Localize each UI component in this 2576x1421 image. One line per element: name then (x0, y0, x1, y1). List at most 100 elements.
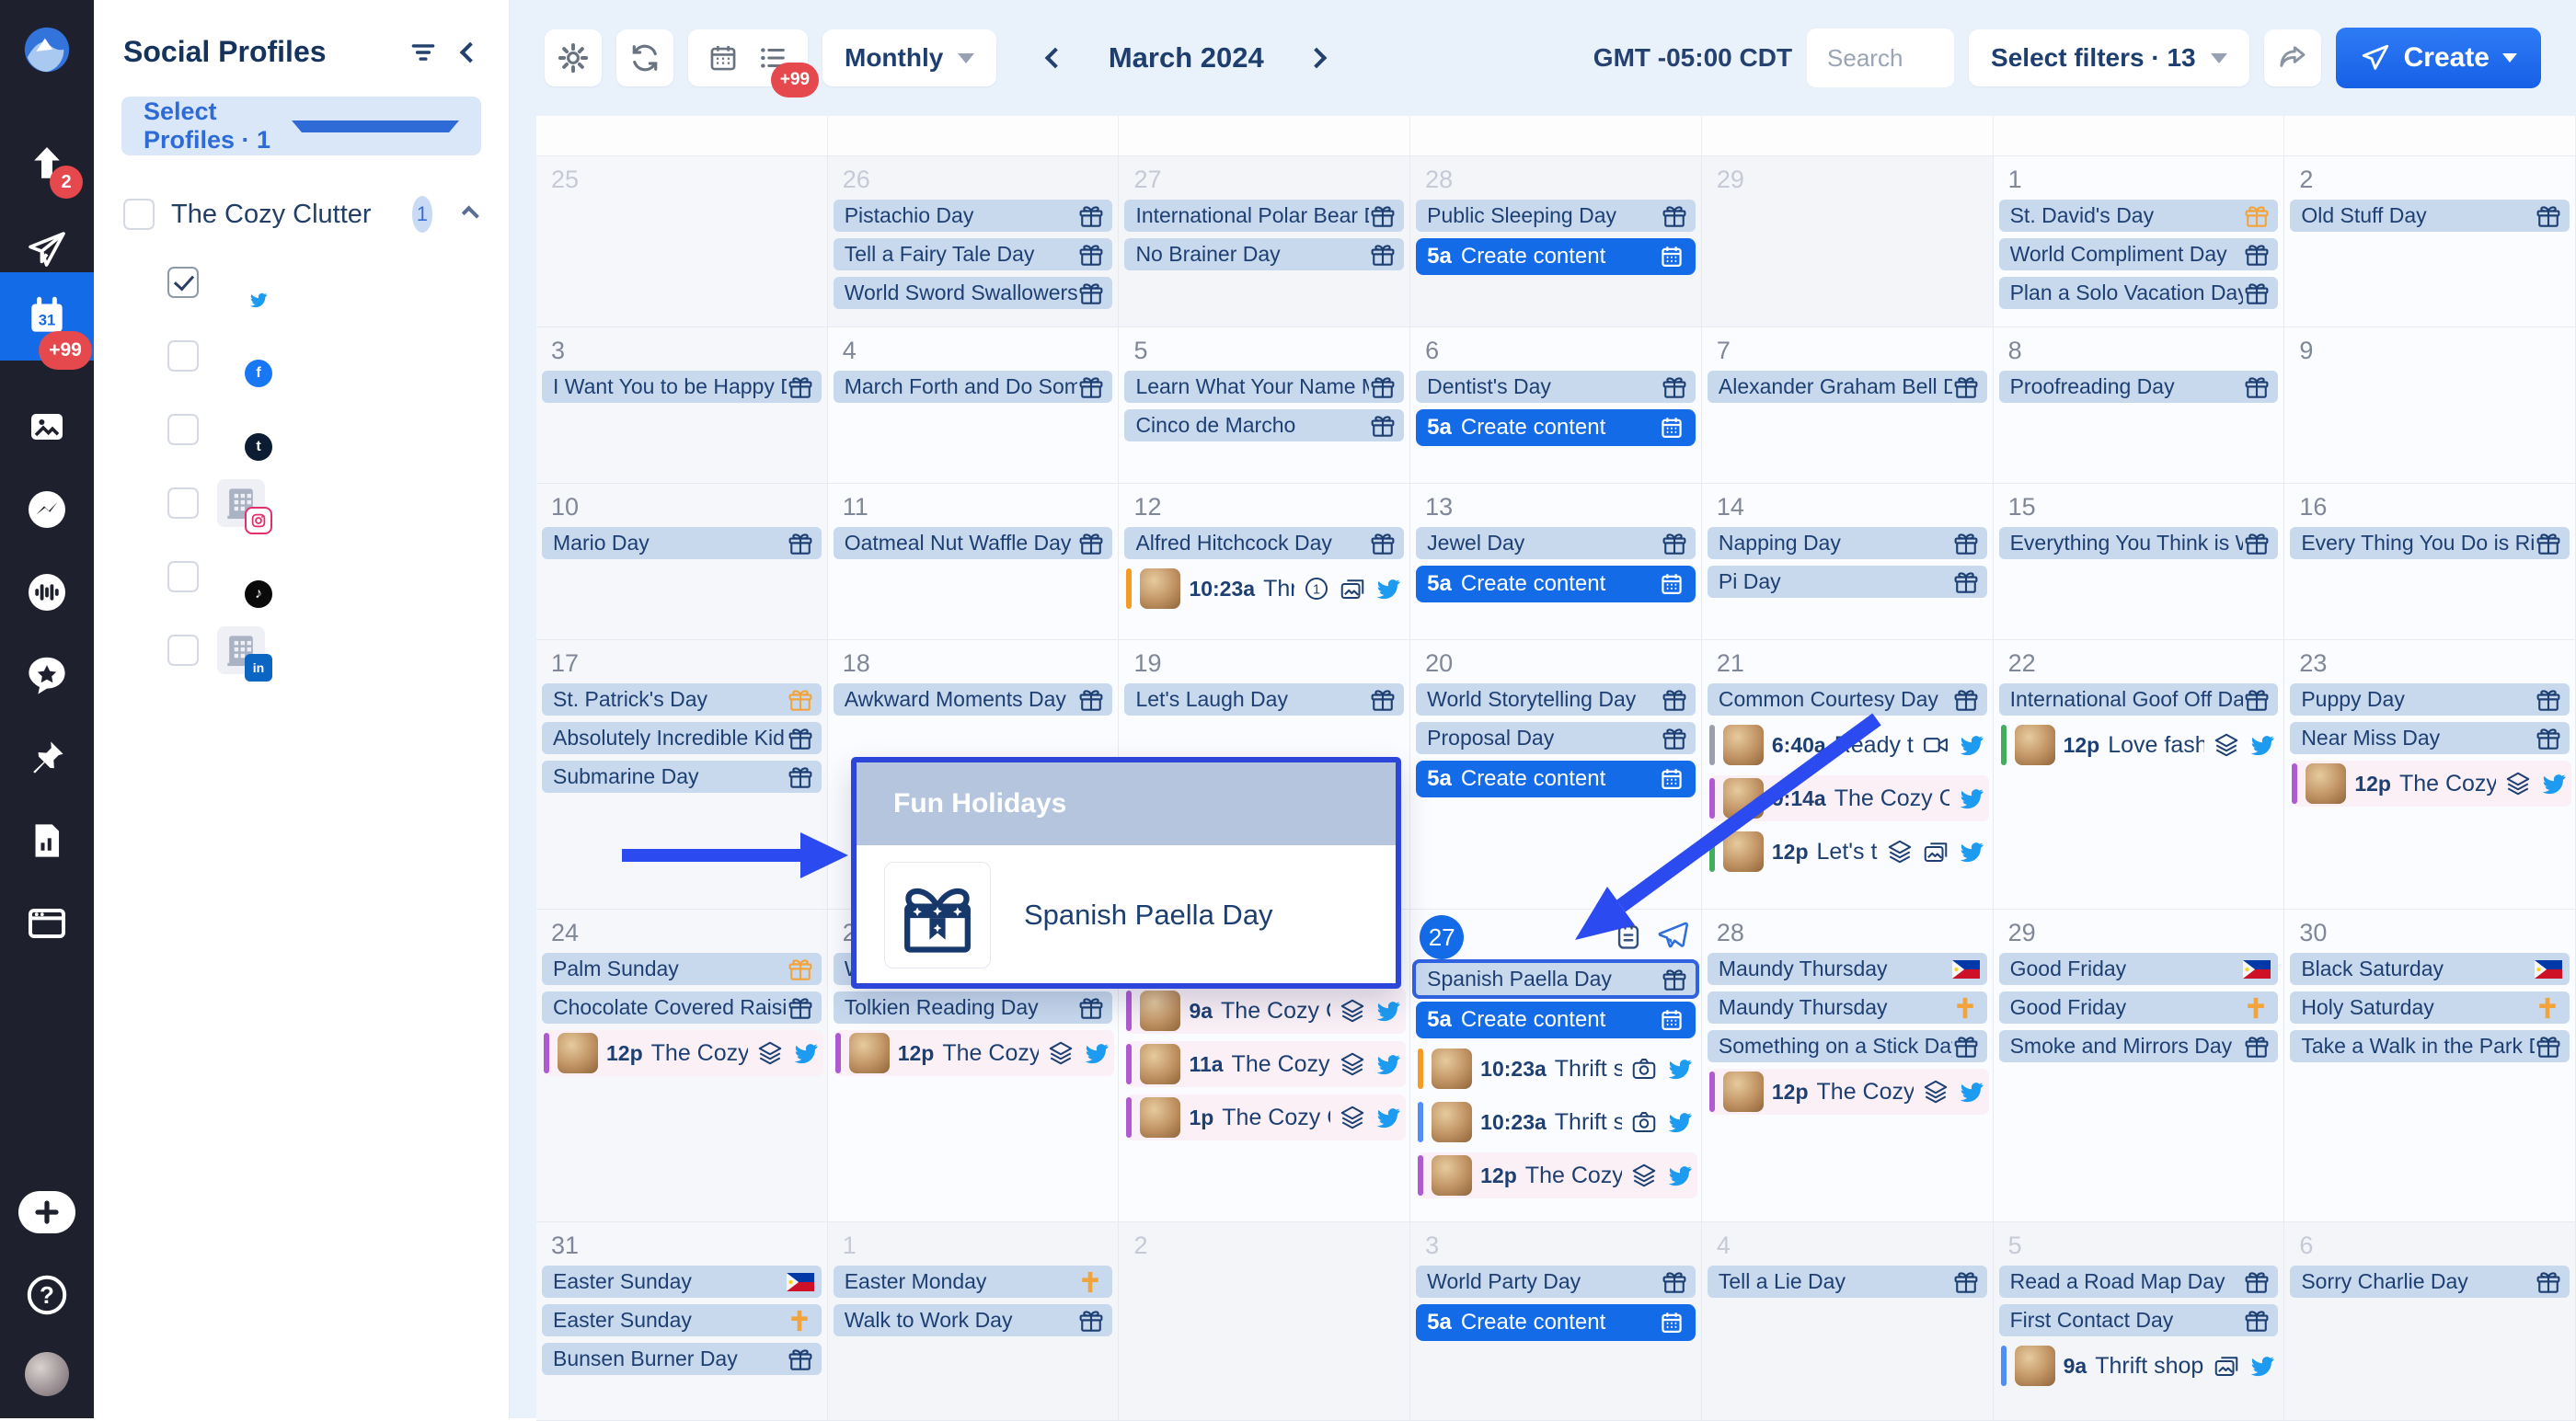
day-cell-2[interactable]: 2 Old Stuff Day (2284, 156, 2576, 327)
day-cell-20[interactable]: 20 World Storytelling Day Proposal Day 5a Cr… (1410, 640, 1702, 910)
add-button[interactable] (0, 1179, 94, 1245)
create-content-event[interactable]: 5a Create content (1416, 238, 1696, 275)
holiday-event[interactable]: Puppy Day (2290, 683, 2570, 716)
holiday-event[interactable]: Everything You Think is Wron… (1998, 527, 2279, 559)
app-logo[interactable] (0, 17, 94, 83)
day-cell-3[interactable]: 3 World Party Day 5a Create content (1410, 1222, 1702, 1421)
day-cell-11[interactable]: 11 Oatmeal Nut Waffle Day (827, 484, 1120, 640)
sidebar-profile-facebook[interactable]: f (94, 319, 509, 393)
day-cell-29[interactable]: 29 (1701, 156, 1994, 327)
holiday-event[interactable]: Let's Laugh Day (1124, 683, 1405, 716)
search-input[interactable] (1807, 29, 1955, 87)
day-cell-27[interactable]: 27 International Polar Bear Day No Brainer… (1119, 156, 1411, 327)
day-cell-24[interactable]: 24 Palm Sunday Chocolate Covered Raisins D… (536, 910, 828, 1222)
nav-browser-button[interactable] (0, 890, 94, 957)
nav-reports-button[interactable] (0, 808, 94, 874)
nav-reviews-button[interactable] (0, 642, 94, 708)
create-content-event[interactable]: 5a Create content (1416, 409, 1696, 446)
profile-checkbox[interactable] (167, 267, 199, 298)
chevron-up-icon[interactable] (462, 205, 480, 223)
holiday-event[interactable]: Smoke and Mirrors Day (1998, 1030, 2279, 1062)
help-button[interactable]: ? (0, 1262, 94, 1328)
holiday-event[interactable]: Tolkien Reading Day (833, 991, 1113, 1024)
nav-publish-button[interactable] (0, 217, 94, 283)
day-cell-31[interactable]: 31 Easter Sunday Easter Sunday Bunsen Burne… (536, 1222, 828, 1421)
sidebar-profile-tumblr[interactable]: t (94, 393, 509, 466)
holiday-event[interactable]: Pi Day (1707, 566, 1987, 598)
send-icon[interactable] (1657, 921, 1688, 957)
day-cell-4[interactable]: 4 Tell a Lie Day (1701, 1222, 1994, 1421)
profile-checkbox[interactable] (167, 340, 199, 372)
day-cell-27[interactable]: 27 Spanish Paella Day 5a Create content 10:2… (1410, 910, 1702, 1222)
day-cell-10[interactable]: 10 Mario Day (536, 484, 828, 640)
calendar-view-icon[interactable] (707, 42, 739, 74)
day-cell-3[interactable]: 3 I Want You to be Happy Day (536, 327, 828, 484)
refresh-button[interactable] (616, 29, 673, 86)
nav-calendar-button[interactable]: 31 +99 (0, 272, 94, 370)
holiday-event[interactable]: Read a Road Map Day (1998, 1266, 2279, 1298)
day-cell-14[interactable]: 14 Napping Day Pi Day (1701, 484, 1994, 640)
day-cell-9[interactable]: 9 (2284, 327, 2576, 484)
day-cell-30[interactable]: 30 Black Saturday Holy Saturday Take a Walk… (2284, 910, 2576, 1222)
holiday-event[interactable]: International Goof Off Day (1998, 683, 2279, 716)
holiday-event[interactable]: Mario Day (542, 527, 822, 559)
holiday-event[interactable]: Something on a Stick Day (1707, 1030, 1987, 1062)
holiday-event[interactable]: Every Thing You Do is Right D… (2290, 527, 2570, 559)
holiday-event[interactable]: Sorry Charlie Day (2290, 1266, 2570, 1298)
holiday-event[interactable]: First Contact Day (1998, 1304, 2279, 1336)
holiday-event[interactable]: Tell a Lie Day (1707, 1266, 1987, 1298)
day-cell-7[interactable]: 7 Alexander Graham Bell Day (1701, 327, 1994, 484)
holiday-event[interactable]: Learn What Your Name Mean… (1124, 371, 1405, 403)
nav-pins-button[interactable] (0, 725, 94, 791)
filters-dropdown[interactable]: Select filters · 13 (1969, 29, 2249, 86)
holiday-event[interactable]: Jewel Day (1416, 527, 1696, 559)
holiday-event[interactable]: Dentist's Day (1416, 371, 1696, 403)
day-cell-26[interactable]: 269aThe Cozy Clutt11aThe Cozy Clutt1pThe… (1119, 910, 1411, 1222)
holiday-event[interactable]: Plan a Solo Vacation Day (1998, 277, 2279, 309)
holiday-event[interactable]: Take a Walk in the Park Day (2290, 1030, 2570, 1062)
create-content-event[interactable]: 5a Create content (1416, 566, 1696, 602)
holiday-event[interactable]: Napping Day (1707, 527, 1987, 559)
holiday-event[interactable]: Easter Sunday (542, 1304, 822, 1336)
holiday-event[interactable]: Tell a Fairy Tale Day (833, 238, 1113, 270)
day-cell-17[interactable]: 17 St. Patrick's Day Absolutely Incredible… (536, 640, 828, 910)
day-cell-22[interactable]: 22 International Goof Off Day 12p Love fash… (1993, 640, 2285, 910)
day-cell-1[interactable]: 1 Easter Monday Walk to Work Day (827, 1222, 1120, 1421)
day-cell-28[interactable]: 28 Public Sleeping Day 5a Create content (1410, 156, 1702, 327)
sidebar-profile-linkedin[interactable]: in (94, 613, 509, 687)
nav-messages-button[interactable] (0, 476, 94, 543)
day-cell-28[interactable]: 28 Maundy Thursday Maundy Thursday Somethin… (1701, 910, 1994, 1222)
next-month-button[interactable] (1305, 47, 1328, 69)
holiday-event[interactable]: No Brainer Day (1124, 238, 1405, 270)
day-cell-5[interactable]: 5 Learn What Your Name Mean… Cinco de Marc… (1119, 327, 1411, 484)
nav-media-button[interactable] (0, 394, 94, 460)
create-content-event[interactable]: 5a Create content (1416, 1304, 1696, 1341)
day-cell-29[interactable]: 29 Good Friday Good Friday Smoke and Mirror… (1993, 910, 2285, 1222)
holiday-event[interactable]: Bunsen Burner Day (542, 1343, 822, 1375)
holiday-event[interactable]: Proofreading Day (1998, 371, 2279, 403)
day-cell-8[interactable]: 8 Proofreading Day (1993, 327, 2285, 484)
holiday-event[interactable]: Public Sleeping Day (1416, 200, 1696, 232)
share-button[interactable] (2263, 29, 2321, 86)
day-cell-16[interactable]: 16 Every Thing You Do is Right D… (2284, 484, 2576, 640)
holiday-event[interactable]: Alfred Hitchcock Day (1124, 527, 1405, 559)
day-cell-4[interactable]: 4 March Forth and Do Somethi… (827, 327, 1120, 484)
holiday-event[interactable]: Easter Monday (833, 1266, 1113, 1298)
day-cell-6[interactable]: 6 Sorry Charlie Day (2284, 1222, 2576, 1421)
holiday-event[interactable]: Walk to Work Day (833, 1304, 1113, 1336)
holiday-event[interactable]: Common Courtesy Day (1707, 683, 1987, 716)
holiday-event[interactable]: Cinco de Marcho (1124, 409, 1405, 441)
create-content-event[interactable]: 5a Create content (1416, 1002, 1696, 1038)
